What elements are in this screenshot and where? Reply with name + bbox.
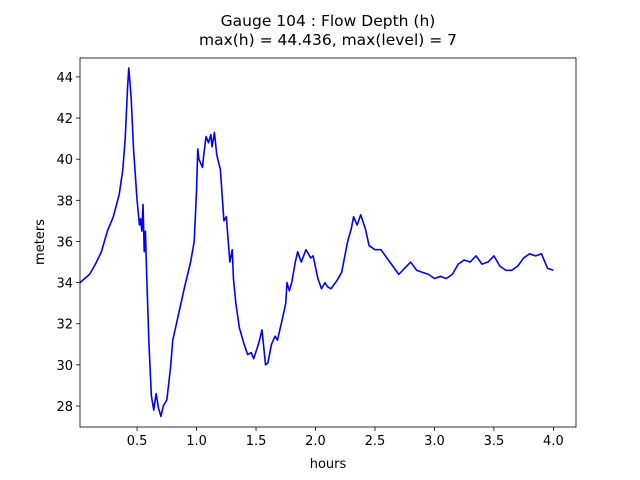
y-tick-label: 34 [56, 277, 73, 292]
y-tick-label: 32 [56, 318, 73, 333]
y-tick-label: 42 [56, 112, 73, 127]
y-tick-label: 30 [56, 359, 73, 374]
y-tick-label: 36 [56, 235, 73, 250]
x-tick-label: 1.5 [246, 434, 267, 449]
x-tick-label: 0.5 [127, 434, 148, 449]
plot-frame [79, 57, 577, 428]
chart-title: Gauge 104 : Flow Depth (h) [221, 12, 436, 30]
x-tick-label: 3.5 [484, 434, 505, 449]
chart-subtitle: max(h) = 44.436, max(level) = 7 [199, 31, 457, 49]
x-tick-label: 4.0 [543, 434, 564, 449]
y-tick-label: 38 [56, 194, 73, 209]
x-tick-label: 1.0 [186, 434, 207, 449]
y-tick-label: 44 [56, 71, 73, 86]
x-tick-label: 2.5 [365, 434, 386, 449]
y-tick-label: 40 [56, 153, 73, 168]
data-line [79, 67, 554, 418]
x-tick-label: 3.0 [424, 434, 445, 449]
x-axis-label: hours [310, 457, 347, 472]
y-axis-label: meters [33, 219, 48, 265]
y-tick-label: 28 [56, 400, 73, 415]
x-tick-label: 2.0 [305, 434, 326, 449]
